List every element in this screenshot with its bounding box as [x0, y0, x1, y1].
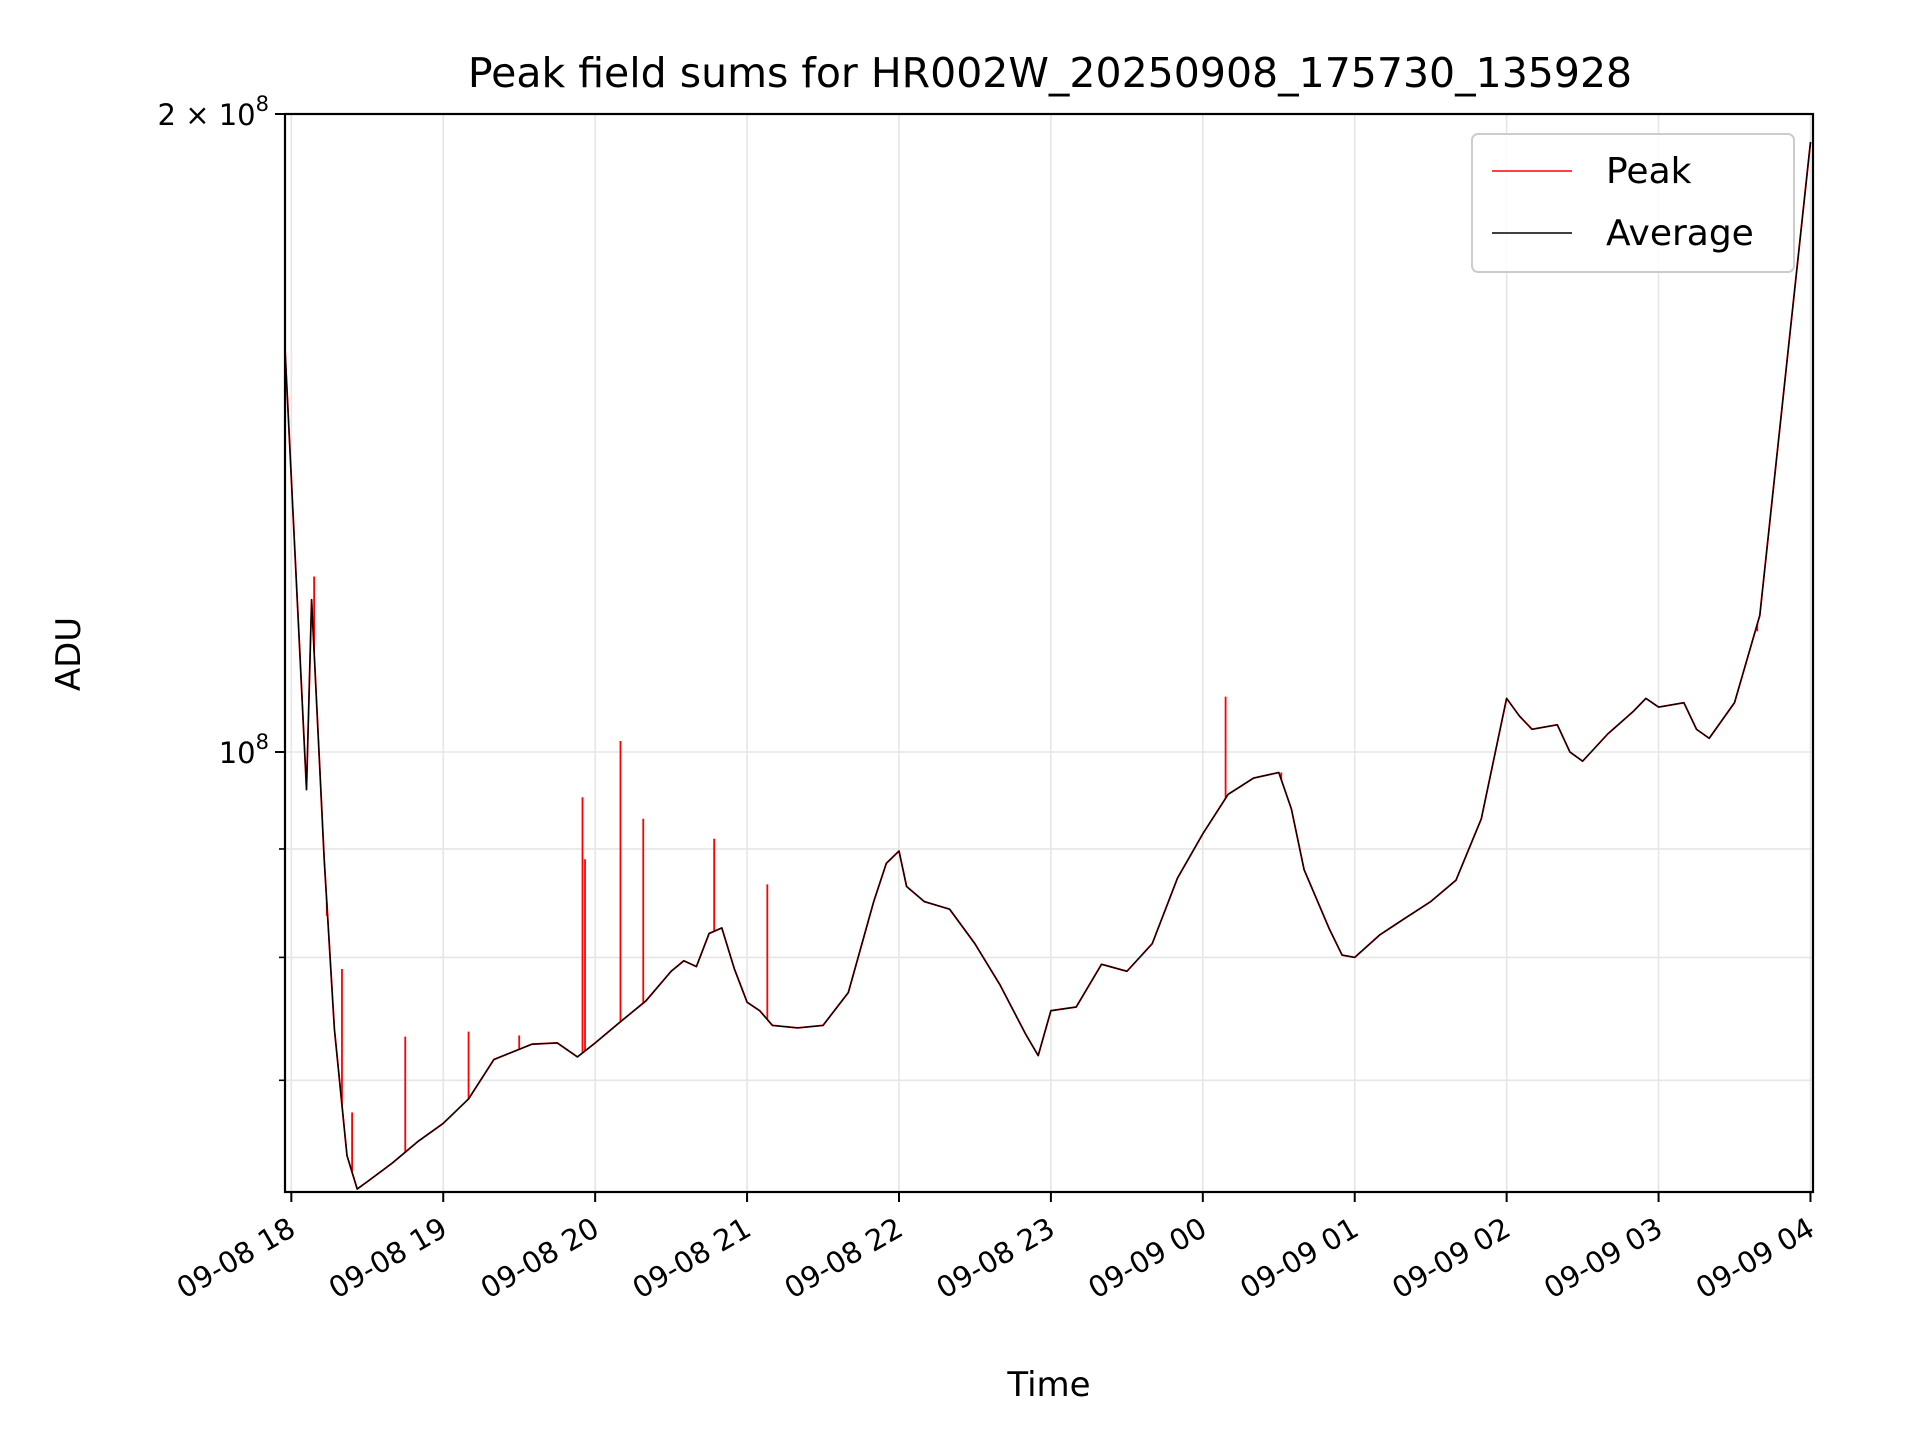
average-series-line: [284, 141, 1812, 1190]
axes-frame: [283, 112, 1815, 1194]
x-axis-label: Time: [1006, 1365, 1090, 1405]
legend: Peak Average: [1471, 133, 1795, 273]
y-tick-label: 2 × 108: [158, 92, 269, 132]
y-tick-label: 108: [219, 730, 269, 770]
chart-title: Peak field sums for HR002W_20250908_1757…: [468, 49, 1632, 97]
legend-label-peak: Peak: [1606, 151, 1692, 192]
y-axis-label: ADU: [49, 617, 89, 691]
plot-area: [284, 141, 1812, 1190]
y-axis: 108 2 × 108: [158, 92, 285, 1082]
legend-label-average: Average: [1606, 213, 1754, 254]
legend-box: [1471, 133, 1795, 273]
